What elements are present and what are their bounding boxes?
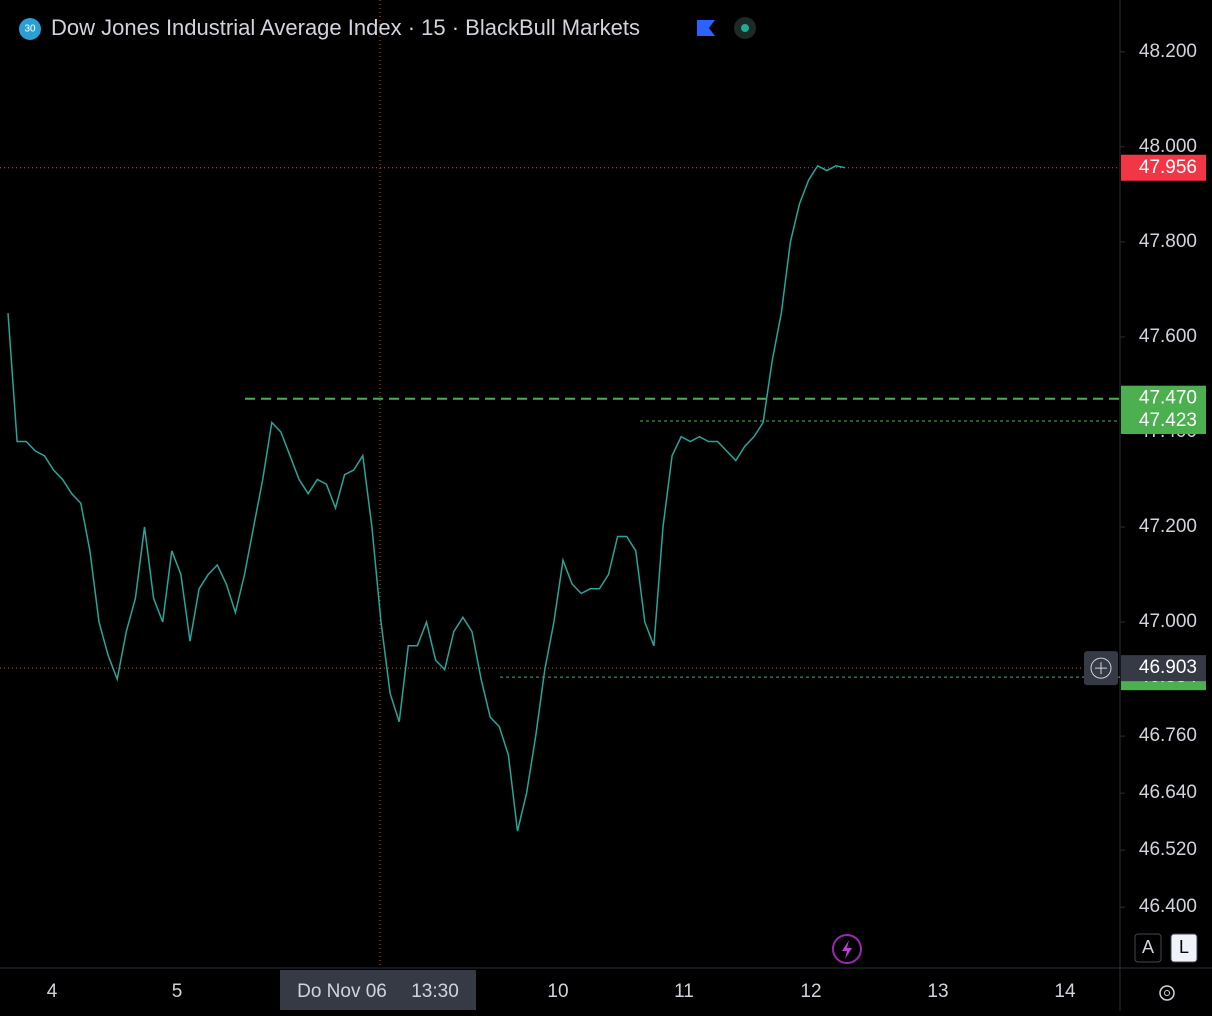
- x-tick-label: 14: [1054, 981, 1076, 1002]
- x-tick-label: 5: [172, 981, 183, 1002]
- x-tick-label: 13:30: [411, 981, 459, 1002]
- symbol-badge[interactable]: [19, 18, 41, 40]
- badge-text: 30: [24, 24, 36, 35]
- scale-button[interactable]: [1170, 933, 1198, 963]
- y-tick-label: 46.520: [1139, 839, 1197, 860]
- chart-title: Dow Jones Industrial Average Index · 15 …: [51, 15, 640, 40]
- settings-icon[interactable]: [1159, 985, 1175, 1001]
- price-label: 46.903: [1139, 657, 1197, 678]
- y-tick-label: 48.000: [1139, 136, 1197, 157]
- price-label-box: [1121, 408, 1206, 435]
- flag-icon[interactable]: [697, 20, 715, 36]
- x-tick-label: 4: [47, 981, 58, 1002]
- scale-button-label: A: [1142, 937, 1154, 957]
- scale-button-label: L: [1179, 937, 1189, 957]
- x-tick-label: 10: [547, 981, 568, 1002]
- x-tick-label: Do Nov 06: [297, 981, 387, 1002]
- y-tick-label: 48.200: [1139, 41, 1197, 62]
- add-icon-plus: [1095, 662, 1107, 675]
- y-tick-label: 46.760: [1139, 725, 1197, 746]
- price-label-box: [1121, 154, 1206, 181]
- price-line: [7, 164, 846, 832]
- price-label: 47.470: [1139, 388, 1197, 409]
- y-tick-label: 47.000: [1139, 611, 1197, 632]
- add-icon: [1090, 657, 1112, 679]
- scale-button[interactable]: [1134, 933, 1162, 963]
- price-label-box: [1121, 385, 1206, 412]
- lightning-icon: [842, 940, 852, 959]
- y-tick-label: 47.600: [1139, 326, 1197, 347]
- x-tick-label: 12: [800, 981, 821, 1002]
- y-tick-label: 46.640: [1139, 782, 1197, 803]
- lightning-button[interactable]: [832, 934, 862, 964]
- settings-icon-core: [1164, 990, 1170, 996]
- price-label: 47.423: [1139, 410, 1197, 431]
- status-dot: [741, 24, 749, 32]
- x-tick-label: 11: [674, 981, 694, 1002]
- price-label-box: [1121, 655, 1206, 682]
- price-label: 47.956: [1139, 157, 1197, 178]
- x-tick-label: 13: [927, 981, 948, 1002]
- y-tick-label: 47.200: [1139, 516, 1197, 537]
- y-tick-label: 46.400: [1139, 896, 1197, 917]
- y-tick-label: 47.800: [1139, 231, 1197, 252]
- crosshair-time-box: [280, 970, 476, 1010]
